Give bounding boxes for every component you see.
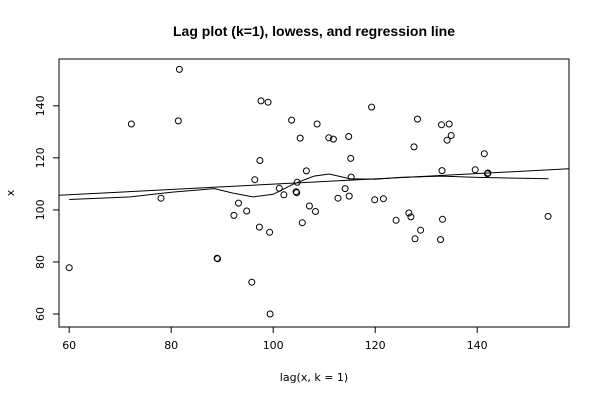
chart-title: Lag plot (k=1), lowess, and regression l… xyxy=(173,23,455,39)
data-point xyxy=(157,194,165,202)
data-point xyxy=(329,135,337,143)
x-axis-label: lag(x, k = 1) xyxy=(280,371,348,384)
data-point xyxy=(266,310,274,318)
data-point xyxy=(296,134,304,142)
y-tick-label: 120 xyxy=(34,147,47,168)
data-point xyxy=(257,97,265,105)
data-point xyxy=(298,219,306,227)
data-point xyxy=(392,216,400,224)
data-point xyxy=(251,176,259,184)
data-point xyxy=(417,226,425,234)
data-point xyxy=(255,223,263,231)
x-tick-label: 120 xyxy=(365,339,386,352)
data-point xyxy=(248,278,256,286)
data-point xyxy=(312,208,319,215)
data-point xyxy=(544,212,552,220)
data-point xyxy=(484,169,492,177)
data-point xyxy=(293,178,301,186)
y-axis: 60 80 100 120 140 xyxy=(34,95,59,321)
data-point xyxy=(447,132,455,139)
data-point xyxy=(293,189,301,197)
data-point xyxy=(325,134,333,142)
data-point xyxy=(288,116,296,124)
data-point xyxy=(368,103,376,111)
y-tick-label: 100 xyxy=(34,199,47,220)
data-point xyxy=(371,196,379,204)
lowess-line xyxy=(69,173,549,200)
data-point xyxy=(405,209,413,217)
x-tick-label: 60 xyxy=(62,339,76,352)
data-point xyxy=(266,228,274,236)
data-point xyxy=(347,154,355,162)
x-tick-label: 100 xyxy=(263,339,284,352)
fit-lines xyxy=(58,168,570,200)
data-point xyxy=(302,167,310,175)
data-points xyxy=(65,65,552,318)
data-point xyxy=(243,207,251,215)
data-point xyxy=(345,133,353,140)
data-point xyxy=(437,236,444,244)
data-point xyxy=(445,120,453,128)
data-point xyxy=(235,199,242,207)
y-tick-label: 80 xyxy=(34,255,47,269)
data-point xyxy=(379,195,387,203)
data-point xyxy=(305,202,313,210)
data-point xyxy=(443,136,451,144)
data-point xyxy=(313,120,321,128)
y-tick-label: 60 xyxy=(34,307,47,321)
data-point xyxy=(439,215,446,223)
data-point xyxy=(414,115,421,123)
data-point xyxy=(127,120,135,128)
data-point xyxy=(334,194,342,202)
data-point xyxy=(214,255,222,263)
data-point xyxy=(347,173,355,181)
x-tick-label: 140 xyxy=(467,339,488,352)
data-point xyxy=(410,143,418,151)
data-point xyxy=(438,167,446,175)
data-point xyxy=(174,117,182,125)
data-point xyxy=(411,235,419,243)
regression-line xyxy=(58,168,570,196)
data-point xyxy=(280,191,288,199)
y-tick-label: 140 xyxy=(34,95,47,116)
data-point xyxy=(341,185,349,193)
data-point xyxy=(438,121,445,129)
data-point xyxy=(264,98,272,106)
data-point xyxy=(480,150,488,158)
data-point xyxy=(175,65,183,73)
y-axis-label: x xyxy=(4,189,17,196)
data-point xyxy=(256,157,264,164)
data-point xyxy=(345,192,353,200)
data-point xyxy=(407,213,415,221)
x-axis: 60 80 100 120 140 xyxy=(62,327,488,352)
data-point xyxy=(230,211,238,219)
plot-frame xyxy=(58,58,570,328)
x-tick-label: 80 xyxy=(164,339,178,352)
data-point xyxy=(65,264,73,272)
data-point xyxy=(471,166,479,174)
data-point xyxy=(275,184,283,192)
